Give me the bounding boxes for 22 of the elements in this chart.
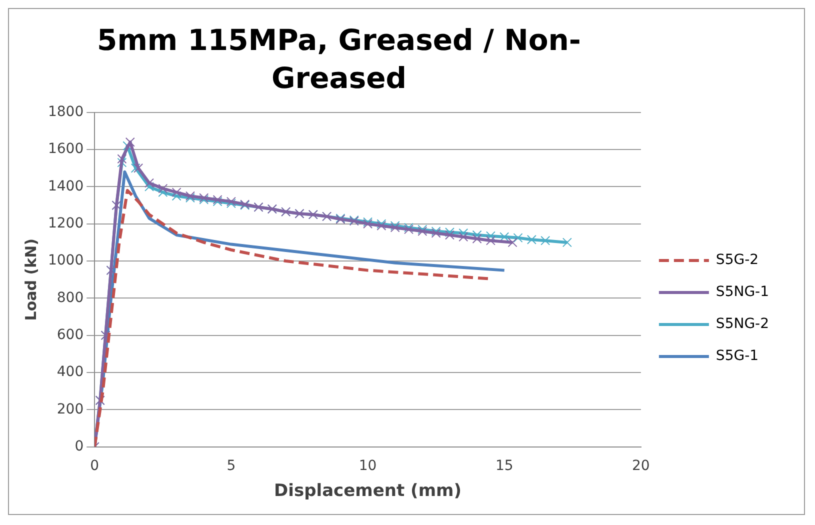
- x-tick-label: 5: [226, 458, 236, 474]
- legend-label: S5G-2: [716, 252, 759, 268]
- y-axis-title: Load (kN): [22, 238, 40, 321]
- legend-label: S5G-1: [716, 348, 759, 364]
- y-tick-label: 1000: [48, 252, 84, 269]
- y-tick-label: 200: [56, 401, 84, 418]
- y-tick-label: 1400: [48, 178, 84, 194]
- x-tick-label: 10: [358, 458, 377, 474]
- y-tick-label: 1800: [48, 104, 84, 120]
- y-tick-label: 0: [74, 438, 84, 454]
- legend-label: S5NG-2: [716, 316, 770, 332]
- x-tick-label: 15: [495, 458, 514, 474]
- y-tick-label: 1200: [48, 216, 84, 232]
- y-tick-label: 600: [56, 326, 84, 343]
- x-tick-label: 20: [632, 458, 650, 474]
- y-tick-label: 800: [56, 290, 84, 306]
- y-tick-label: 400: [56, 364, 84, 380]
- chart-title: 5mm 115MPa, Greased / Non-Greased: [96, 22, 582, 97]
- x-tick-label: 0: [90, 458, 100, 474]
- x-axis-title: Displacement (mm): [274, 481, 462, 502]
- legend-label: S5NG-1: [716, 284, 770, 300]
- y-tick-label: 1600: [48, 141, 84, 158]
